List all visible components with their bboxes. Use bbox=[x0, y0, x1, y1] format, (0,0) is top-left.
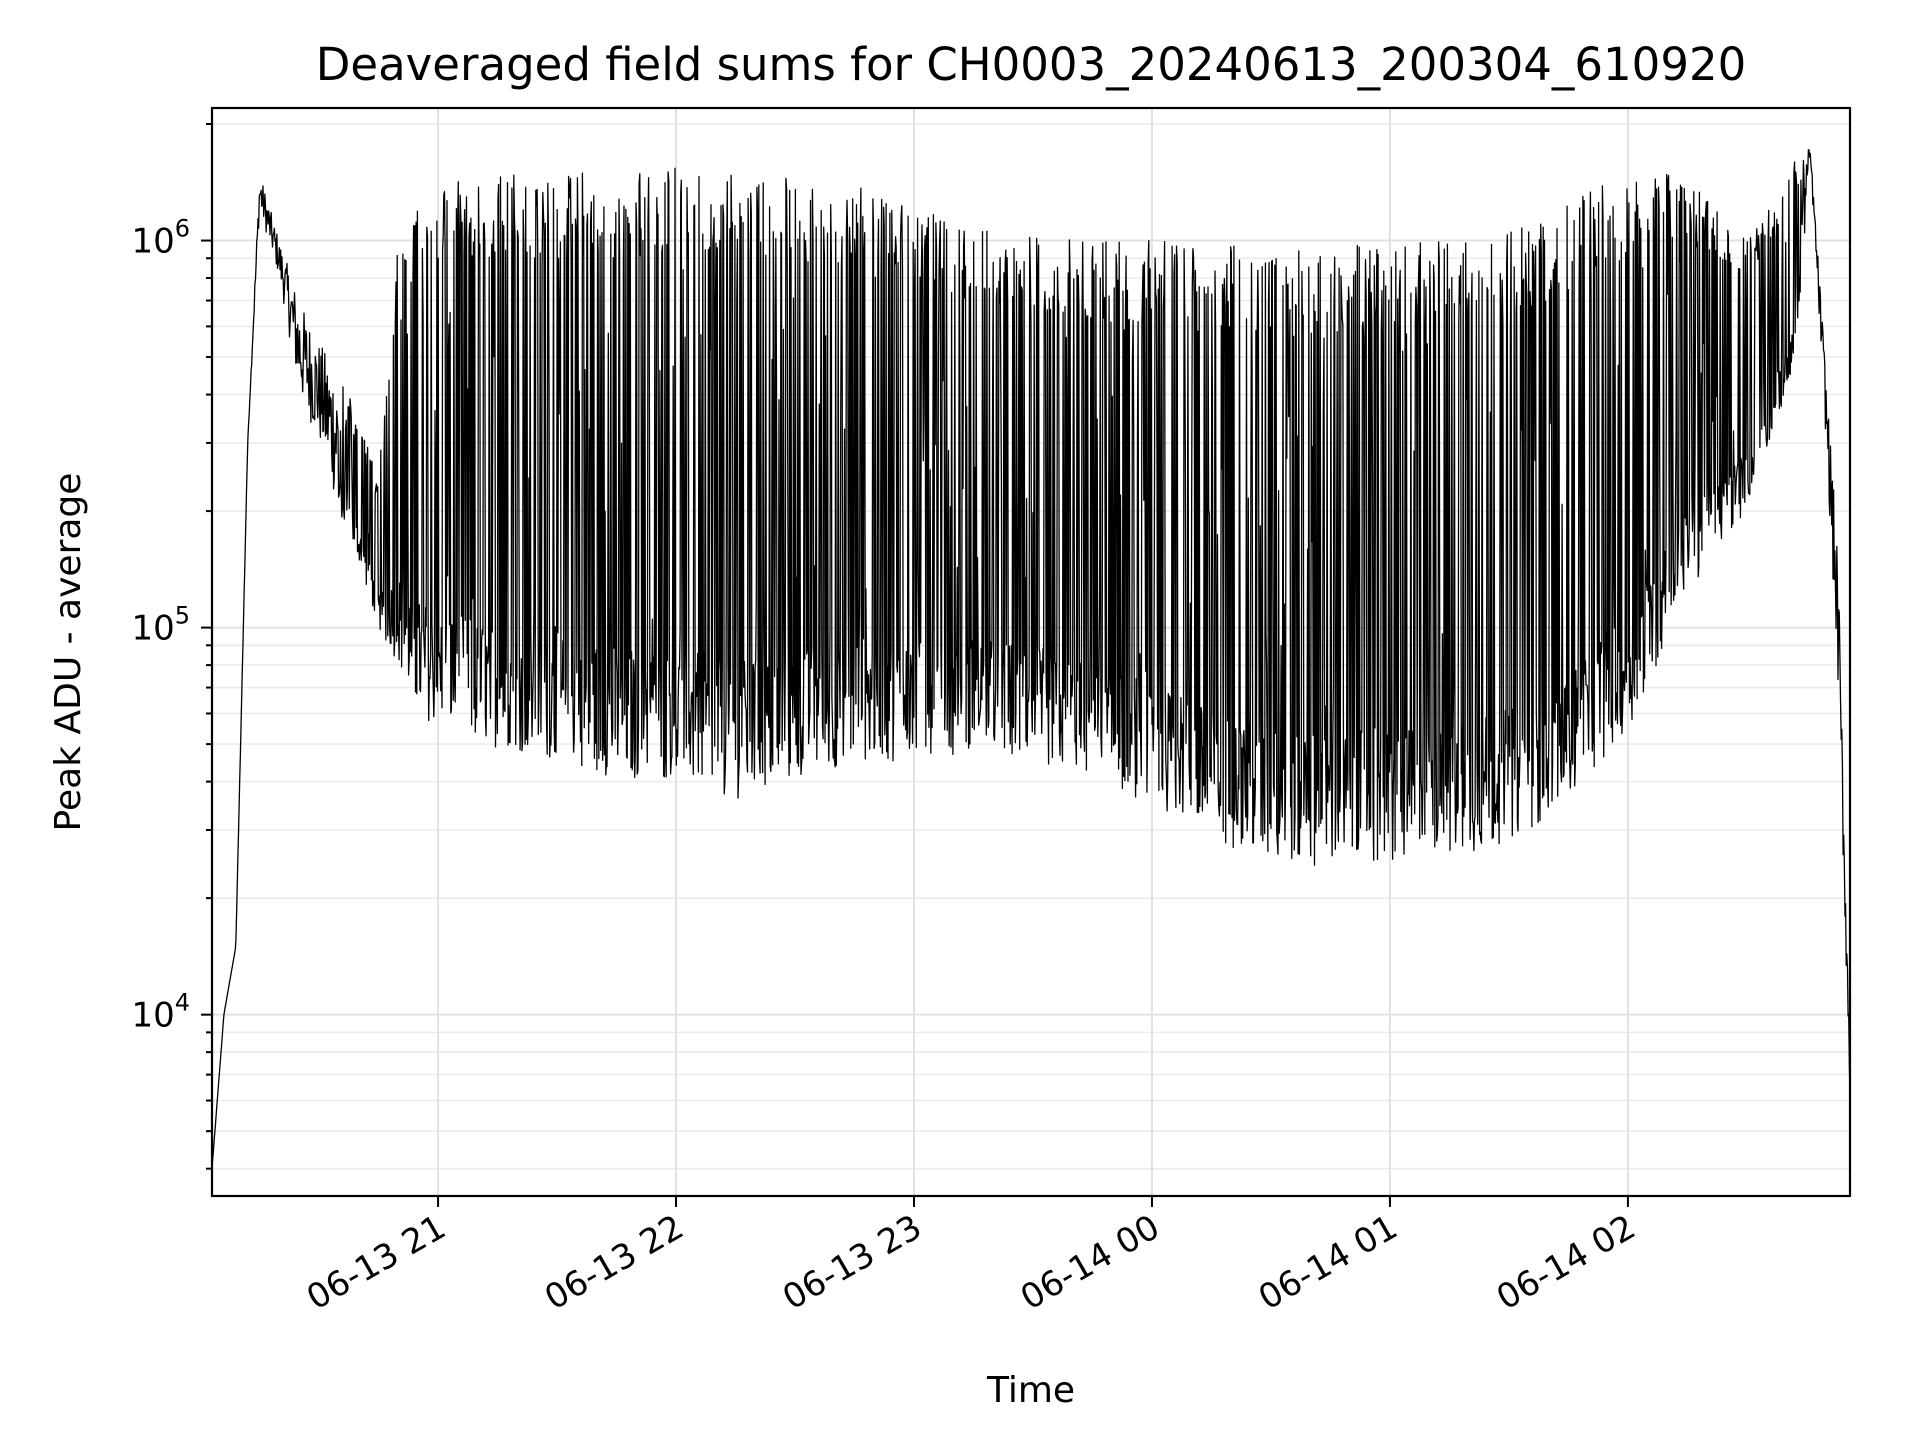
y-tick-label: 105 bbox=[131, 602, 190, 649]
y-axis-label: Peak ADU - average bbox=[48, 473, 89, 832]
plot-frame bbox=[210, 106, 1852, 1198]
y-axis: 104 105 106 bbox=[131, 123, 212, 1170]
x-axis-label: Time bbox=[986, 1370, 1075, 1411]
series-layer bbox=[211, 149, 1851, 1169]
series-line bbox=[211, 149, 1851, 1169]
y-tick-label: 104 bbox=[131, 989, 190, 1036]
chart-title: Deaveraged field sums for CH0003_2024061… bbox=[316, 38, 1746, 91]
y-tick-label: 106 bbox=[131, 215, 190, 262]
